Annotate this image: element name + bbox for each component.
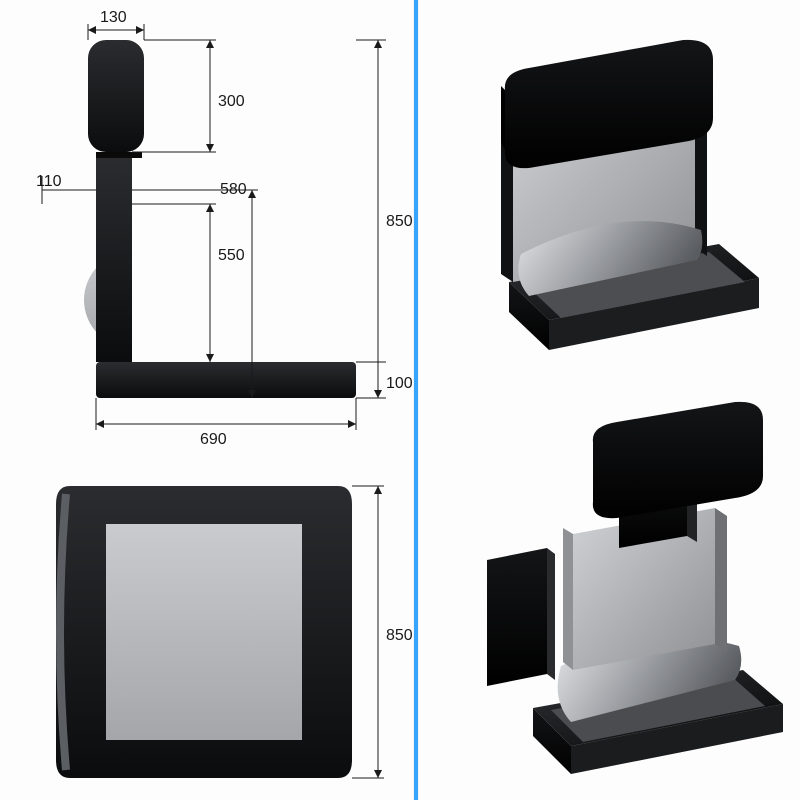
page: 130 300 110 580 550 850 690 100 [0,0,800,800]
front-view: 850 [56,486,413,778]
dim-base-height: 100 [386,375,413,392]
iso-exploded [487,402,783,774]
dim-seat-depth: 690 [200,431,227,448]
dim-overall-height: 850 [386,213,413,230]
dim-seat-top: 580 [220,181,247,198]
dim-seat-height: 550 [218,247,245,264]
left-technical-drawings: 130 300 110 580 550 850 690 100 [0,0,413,800]
dim-top-depth: 130 [100,9,127,26]
dim-front-height: 850 [386,627,413,644]
dim-cushion-height: 300 [218,93,245,110]
dim-back-depth: 110 [36,173,62,190]
iso-assembled [501,40,759,350]
right-iso-renders [419,0,800,800]
side-profile-view: 130 300 110 580 550 850 690 100 [36,9,413,448]
